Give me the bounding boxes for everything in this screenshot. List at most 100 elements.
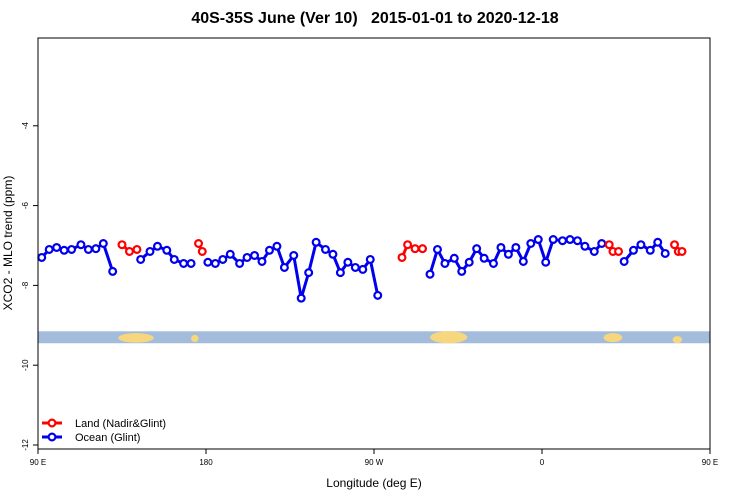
data-point bbox=[52, 242, 62, 252]
data-point bbox=[373, 290, 383, 300]
y-tick-label: -10 bbox=[21, 359, 30, 371]
data-point bbox=[677, 246, 687, 256]
data-point bbox=[533, 235, 543, 245]
data-point bbox=[565, 235, 575, 245]
data-point bbox=[660, 248, 670, 258]
data-point bbox=[358, 264, 368, 274]
x-tick-label: 90 W bbox=[365, 458, 384, 467]
data-point bbox=[83, 244, 93, 254]
map-land bbox=[191, 334, 199, 343]
data-point bbox=[636, 240, 646, 250]
x-tick-label: 90 E bbox=[702, 458, 718, 467]
data-point bbox=[548, 235, 558, 245]
data-point bbox=[343, 257, 353, 267]
map-ocean bbox=[38, 331, 710, 344]
data-point bbox=[59, 245, 69, 255]
legend-label: Ocean (Glint) bbox=[75, 432, 140, 444]
data-point bbox=[526, 239, 536, 249]
data-point bbox=[203, 257, 213, 267]
data-point bbox=[619, 256, 629, 266]
data-point bbox=[235, 258, 245, 268]
data-point bbox=[194, 239, 204, 249]
map-land bbox=[118, 333, 154, 343]
data-point bbox=[645, 245, 655, 255]
data-point bbox=[518, 256, 528, 266]
data-point bbox=[37, 252, 47, 262]
data-point bbox=[169, 254, 179, 264]
data-point bbox=[311, 237, 321, 247]
data-point bbox=[132, 244, 142, 254]
data-point bbox=[279, 262, 289, 272]
data-point bbox=[365, 254, 375, 264]
data-point bbox=[320, 244, 330, 254]
x-tick-label: 0 bbox=[540, 458, 545, 467]
data-point bbox=[44, 244, 54, 254]
data-point bbox=[179, 258, 189, 268]
chart-title: 40S-35S June (Ver 10) 2015-01-01 to 2020… bbox=[191, 10, 559, 27]
data-point bbox=[210, 258, 220, 268]
data-point bbox=[589, 246, 599, 256]
data-point bbox=[272, 241, 282, 251]
data-point bbox=[670, 240, 680, 250]
data-point bbox=[350, 262, 360, 272]
data-point bbox=[218, 254, 228, 264]
x-tick-label: 90 E bbox=[30, 458, 46, 467]
series-layer bbox=[37, 235, 687, 303]
legend-marker bbox=[47, 432, 57, 442]
data-point bbox=[242, 252, 252, 262]
data-point bbox=[328, 249, 338, 259]
data-point bbox=[511, 242, 521, 252]
data-point bbox=[67, 244, 77, 254]
data-point bbox=[108, 266, 118, 276]
data-point bbox=[403, 240, 413, 250]
data-point bbox=[457, 266, 467, 276]
y-tick-label: -6 bbox=[21, 201, 30, 209]
data-point bbox=[124, 246, 134, 256]
data-point bbox=[597, 239, 607, 249]
data-point bbox=[479, 253, 489, 263]
y-axis: -4 -6 -8 -10 -12 bbox=[21, 122, 38, 451]
data-point bbox=[503, 249, 513, 259]
data-point bbox=[628, 245, 638, 255]
data-point bbox=[98, 239, 108, 249]
data-point bbox=[614, 246, 624, 256]
data-point bbox=[250, 250, 260, 260]
data-point bbox=[335, 268, 345, 278]
map-strip bbox=[38, 331, 710, 344]
y-tick-label: -4 bbox=[21, 122, 30, 130]
legend: Land (Nadir&Glint) Ocean (Glint) bbox=[42, 418, 166, 444]
data-point bbox=[464, 257, 474, 267]
data-point bbox=[472, 244, 482, 254]
data-point bbox=[653, 237, 663, 247]
data-point bbox=[197, 246, 207, 256]
data-point bbox=[604, 240, 614, 250]
data-point bbox=[558, 236, 568, 246]
data-point bbox=[304, 268, 314, 278]
data-point bbox=[541, 257, 551, 267]
x-axis: 90 E 180 90 W 0 90 E bbox=[30, 449, 718, 467]
legend-label: Land (Nadir&Glint) bbox=[75, 418, 166, 430]
data-point bbox=[580, 241, 590, 251]
data-point bbox=[425, 269, 435, 279]
data-point bbox=[225, 249, 235, 259]
data-point bbox=[76, 240, 86, 250]
y-tick-label: -8 bbox=[21, 281, 30, 289]
data-point bbox=[449, 253, 459, 263]
data-point bbox=[496, 242, 506, 252]
data-point bbox=[186, 258, 196, 268]
data-point bbox=[136, 254, 146, 264]
data-point bbox=[257, 256, 267, 266]
data-point bbox=[91, 244, 101, 254]
y-tick-label: -12 bbox=[21, 439, 30, 451]
data-point bbox=[432, 244, 442, 254]
data-point bbox=[296, 293, 306, 303]
data-point bbox=[152, 241, 162, 251]
data-point bbox=[572, 236, 582, 246]
plot-frame bbox=[37, 37, 711, 450]
data-point bbox=[117, 240, 127, 250]
data-point bbox=[397, 252, 407, 262]
map-land bbox=[603, 333, 623, 343]
map-land bbox=[430, 331, 468, 344]
data-point bbox=[410, 244, 420, 254]
